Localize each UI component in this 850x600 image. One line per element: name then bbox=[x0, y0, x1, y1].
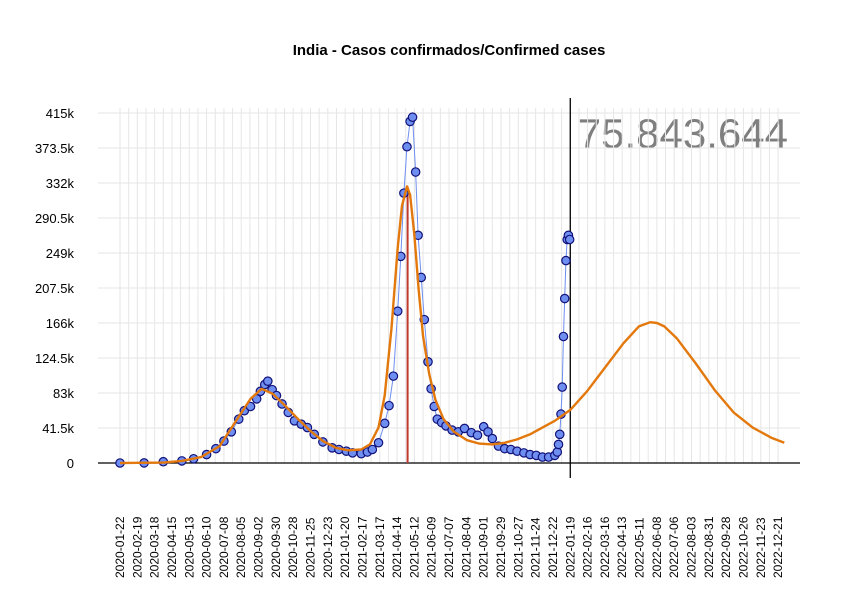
x-tick-label: 2020-03-18 bbox=[148, 516, 162, 578]
x-tick-label: 2022-08-03 bbox=[684, 516, 698, 578]
x-tick-label: 2022-06-08 bbox=[650, 516, 664, 578]
x-tick-label: 2021-09-29 bbox=[494, 516, 508, 578]
x-tick-label: 2022-02-16 bbox=[581, 516, 595, 578]
x-tick-label: 2020-05-13 bbox=[182, 516, 196, 578]
data-point bbox=[558, 331, 569, 342]
x-tick-label: 2022-12-21 bbox=[771, 516, 785, 578]
data-point bbox=[561, 255, 571, 266]
x-tick-label: 2021-10-27 bbox=[511, 516, 525, 578]
y-tick-label: 332k bbox=[46, 176, 75, 191]
x-tick-label: 2021-04-14 bbox=[390, 516, 404, 578]
fit-line bbox=[119, 185, 785, 465]
x-tick-label: 2022-05-11 bbox=[633, 517, 647, 578]
y-tick-label: 41.5k bbox=[42, 421, 74, 436]
data-point bbox=[552, 447, 563, 457]
x-tick-label: 2022-08-31 bbox=[702, 516, 716, 578]
x-tick-label: 2020-08-05 bbox=[234, 516, 248, 578]
data-point bbox=[459, 423, 470, 434]
x-tick-label: 2022-10-26 bbox=[736, 516, 750, 578]
x-tick-label: 2021-07-07 bbox=[442, 516, 456, 578]
data-point bbox=[483, 426, 493, 437]
y-tick-label: 83k bbox=[53, 386, 74, 401]
x-tick-label: 2021-03-17 bbox=[373, 516, 387, 578]
y-axis-ticks: 0 41.5k 83k 124.5k 166k 207.5k 249k 290.5k 332k 3… bbox=[35, 106, 75, 471]
y-tick-label: 0 bbox=[67, 456, 74, 471]
data-point bbox=[271, 390, 282, 401]
x-axis-ticks: 2020-01-22 2020-02-19 2020-03-18 2020-04-15… bbox=[113, 516, 785, 578]
data-point bbox=[487, 433, 498, 444]
data-point bbox=[407, 112, 418, 123]
x-tick-label: 2022-11-23 bbox=[754, 517, 768, 578]
data-point bbox=[373, 437, 384, 448]
y-tick-label: 124.5k bbox=[35, 351, 75, 366]
data-point bbox=[554, 429, 565, 440]
x-tick-label: 2020-07-08 bbox=[217, 516, 231, 578]
x-tick-label: 2021-11-24 bbox=[529, 517, 543, 578]
x-tick-label: 2022-01-19 bbox=[563, 516, 577, 578]
fit-line-group bbox=[119, 185, 785, 465]
x-tick-label: 2022-03-16 bbox=[598, 516, 612, 578]
y-tick-label: 415k bbox=[46, 106, 75, 121]
x-tick-label: 2021-09-01 bbox=[477, 516, 491, 578]
x-tick-label: 2021-08-04 bbox=[459, 516, 473, 578]
data-point bbox=[559, 293, 570, 304]
axes bbox=[98, 98, 800, 478]
x-tick-label: 2020-01-22 bbox=[113, 516, 127, 578]
data-point bbox=[392, 306, 403, 316]
x-tick-label: 2020-09-02 bbox=[252, 516, 266, 578]
data-point bbox=[402, 141, 412, 152]
data-point bbox=[263, 376, 273, 386]
x-tick-label: 2021-12-22 bbox=[546, 516, 560, 578]
x-tick-label: 2020-12-23 bbox=[321, 516, 335, 578]
x-tick-label: 2022-07-06 bbox=[667, 516, 681, 578]
y-tick-label: 373.5k bbox=[35, 141, 75, 156]
x-tick-label: 2021-05-12 bbox=[407, 516, 421, 578]
data-point bbox=[367, 444, 378, 455]
y-tick-label: 249k bbox=[46, 246, 75, 261]
data-point bbox=[384, 400, 394, 411]
x-tick-label: 2020-10-28 bbox=[286, 516, 300, 578]
y-tick-label: 290.5k bbox=[35, 211, 75, 226]
chart-title: India - Casos confirmados/Confirmed case… bbox=[293, 42, 606, 59]
grid-lines bbox=[98, 108, 800, 464]
x-tick-label: 2020-04-15 bbox=[165, 516, 179, 578]
x-tick-label: 2021-02-17 bbox=[355, 516, 369, 578]
data-point bbox=[564, 234, 575, 245]
x-tick-label: 2020-06-10 bbox=[200, 516, 214, 578]
x-tick-label: 2021-01-20 bbox=[338, 516, 352, 578]
x-tick-label: 2020-09-30 bbox=[269, 516, 283, 578]
data-point bbox=[557, 382, 568, 392]
x-tick-label: 2022-04-13 bbox=[615, 516, 629, 578]
y-tick-label: 207.5k bbox=[35, 281, 75, 296]
data-point bbox=[472, 430, 483, 440]
x-tick-label: 2022-09-28 bbox=[719, 516, 733, 578]
x-tick-label: 2020-02-19 bbox=[130, 516, 144, 578]
x-tick-label: 2021-06-09 bbox=[425, 516, 439, 578]
x-tick-label: 2020-11-25 bbox=[303, 517, 317, 578]
data-point bbox=[410, 167, 421, 177]
data-point bbox=[388, 371, 399, 381]
data-point bbox=[379, 418, 390, 429]
data-point bbox=[553, 439, 564, 450]
y-tick-label: 166k bbox=[46, 316, 75, 331]
